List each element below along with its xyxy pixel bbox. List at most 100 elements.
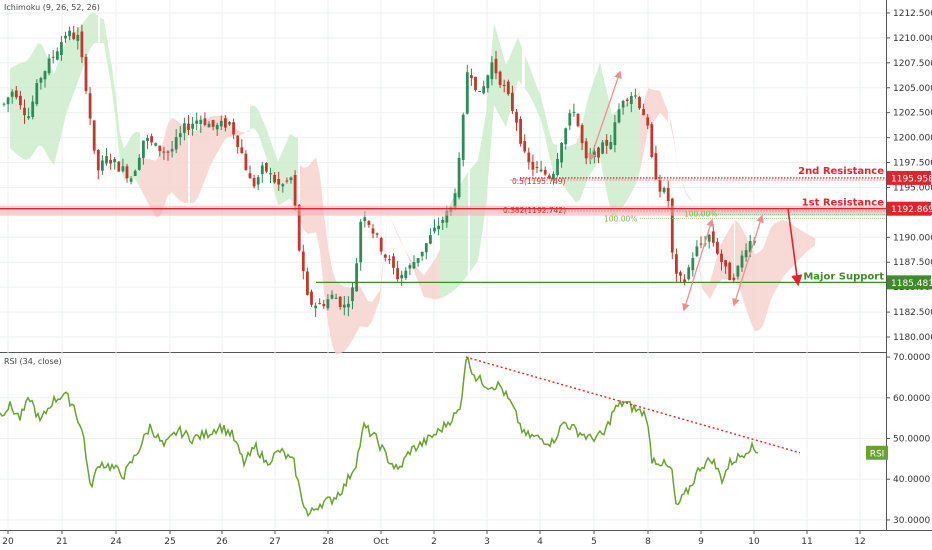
x-tick-label: Oct xyxy=(373,537,389,547)
candle-body xyxy=(453,193,457,209)
candle-body xyxy=(318,303,322,305)
candle-body xyxy=(338,296,342,307)
candle-body xyxy=(72,32,76,39)
candle-body xyxy=(310,291,313,305)
candle-body xyxy=(35,83,39,105)
candle-body xyxy=(183,123,186,133)
candle-body xyxy=(474,76,477,91)
fib-label: 100.00% xyxy=(684,209,717,218)
candle-body xyxy=(609,142,613,149)
x-tick-label: 10 xyxy=(748,537,760,547)
candle-body xyxy=(84,56,88,91)
candle-body xyxy=(334,297,338,299)
candle-body xyxy=(662,187,666,193)
second-resistance-tag-text: 1195.958 xyxy=(891,174,932,184)
y-tick-label: 1180.000 xyxy=(893,333,932,343)
candle-body xyxy=(224,118,227,128)
candle-body xyxy=(699,243,703,245)
y-tick-label: 1200.000 xyxy=(893,134,932,144)
candle-body xyxy=(277,178,281,185)
candle-body xyxy=(347,303,350,308)
candle-body xyxy=(293,174,297,206)
candle-body xyxy=(441,219,445,223)
fib-label: 0.5(1195.749) xyxy=(512,177,566,186)
fib-label: 100.00% xyxy=(604,214,637,223)
candle-body xyxy=(170,149,174,152)
x-tick-label: 5 xyxy=(591,537,597,547)
candle-body xyxy=(60,42,63,56)
candle-body xyxy=(666,187,670,202)
candle-body xyxy=(117,161,121,172)
candle-body xyxy=(416,258,420,263)
major-support-tag xyxy=(887,275,931,290)
major-support-tag-text: 1185.481 xyxy=(891,279,932,289)
candle-body xyxy=(572,111,576,113)
candle-body xyxy=(523,141,527,152)
rsi-tag xyxy=(866,445,888,460)
candle-body xyxy=(613,122,617,146)
candle-body xyxy=(113,159,117,163)
candle-body xyxy=(400,274,404,279)
y-tick-label: 1190.000 xyxy=(893,233,932,243)
y-tick-label: 1205.000 xyxy=(893,84,932,94)
candle-body xyxy=(101,160,104,171)
x-tick-label: 3 xyxy=(484,537,490,547)
candle-body xyxy=(617,109,621,123)
y-tick-label: 1202.500 xyxy=(893,109,932,119)
candle-body xyxy=(10,91,14,97)
candle-body xyxy=(404,270,408,279)
candle-body xyxy=(543,169,547,175)
candle-body xyxy=(187,123,190,130)
candle-body xyxy=(461,114,465,160)
ichimoku-cloud xyxy=(640,88,668,171)
candle-body xyxy=(621,100,625,108)
candle-body xyxy=(728,262,732,281)
rsi-line[interactable] xyxy=(0,356,759,517)
candle-body xyxy=(269,173,272,175)
candle-body xyxy=(576,113,580,127)
candle-body xyxy=(215,124,219,130)
candle-body xyxy=(236,135,240,148)
candle-body xyxy=(265,163,268,172)
candle-body xyxy=(6,97,10,105)
rsi-trendline[interactable] xyxy=(465,356,801,454)
y-tick-label: 1210.000 xyxy=(893,34,932,44)
first-resistance-label: 1st Resistance xyxy=(802,198,885,209)
candle-body xyxy=(584,141,588,159)
x-tick-label: 25 xyxy=(164,537,175,547)
candle-body xyxy=(68,30,71,37)
candle-body xyxy=(683,279,686,283)
candle-body xyxy=(412,262,416,269)
candle-body xyxy=(675,254,678,274)
ichimoku-indicator-label[interactable]: Ichimoku (9, 26, 52, 26) xyxy=(4,3,100,12)
candle-body xyxy=(14,90,18,98)
candle-body xyxy=(203,118,207,125)
candle-body xyxy=(601,142,604,154)
candle-body xyxy=(539,169,543,172)
x-tick-label: 20 xyxy=(2,537,14,547)
rsi-indicator-label[interactable]: RSI (34, close) xyxy=(4,357,62,366)
candle-body xyxy=(240,147,244,153)
candle-body xyxy=(486,75,490,89)
candle-body xyxy=(137,157,141,170)
x-tick-label: 28 xyxy=(322,537,334,547)
candle-body xyxy=(515,111,518,123)
rsi-tag-text: RSI xyxy=(870,449,885,459)
ichimoku-cloud xyxy=(440,172,468,299)
candle-body xyxy=(301,251,305,272)
candle-body xyxy=(23,107,26,116)
candle-body xyxy=(273,174,276,183)
measure-arrow xyxy=(682,218,714,312)
candle-body xyxy=(552,173,555,181)
ichimoku-cloud xyxy=(10,36,70,166)
candle-body xyxy=(43,71,47,80)
candle-body xyxy=(162,151,166,153)
candle-body xyxy=(445,210,449,223)
candle-body xyxy=(285,180,289,182)
candle-body xyxy=(195,120,199,124)
first-resistance-tag-text: 1192.869 xyxy=(891,205,932,215)
candle-body xyxy=(121,166,125,172)
candle-body xyxy=(166,151,170,153)
candle-body xyxy=(650,124,654,157)
